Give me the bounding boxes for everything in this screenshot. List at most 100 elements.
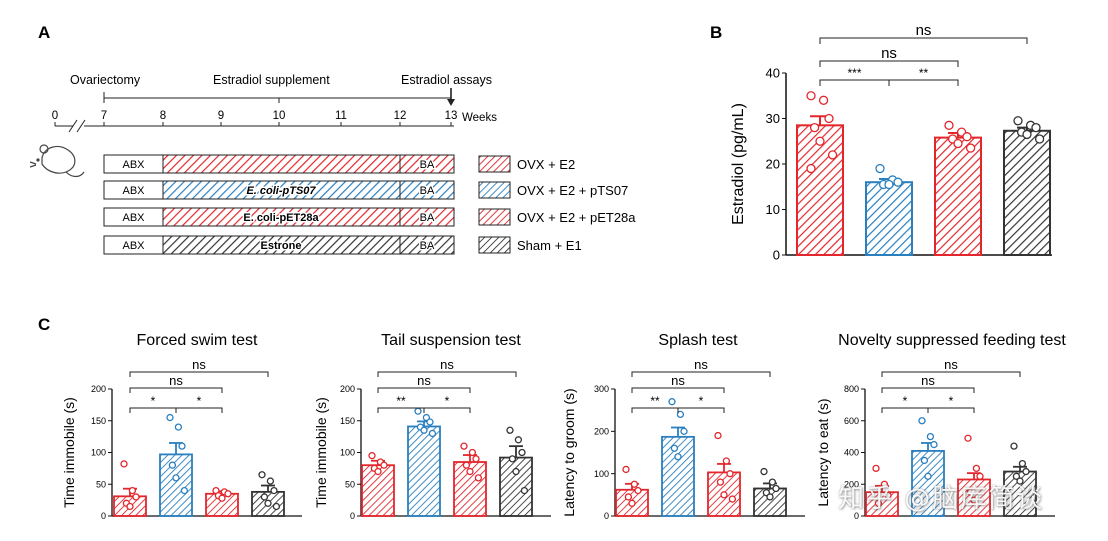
abx-label: ABX	[122, 212, 145, 224]
data-point	[630, 480, 639, 488]
data-point	[520, 486, 529, 495]
data-point	[1022, 467, 1030, 476]
chart-title: Forced swim test	[137, 332, 258, 349]
data-point	[806, 163, 816, 174]
ba-box	[399, 154, 455, 174]
y-tick-label: 0	[101, 511, 106, 521]
timeline-tick-label: 7	[101, 110, 107, 122]
significance-label: *	[445, 394, 450, 408]
significance-bracket	[129, 387, 223, 393]
data-point	[260, 493, 269, 501]
significance-label: *	[949, 394, 954, 408]
legend-label: OVX + E2	[517, 157, 575, 172]
y-tick-label: 200	[844, 479, 859, 489]
watermark: 知乎 @脑库简谈	[838, 484, 1045, 514]
data-point	[258, 471, 266, 479]
bar-2	[865, 181, 913, 256]
data-point	[726, 470, 734, 478]
significance-bracket	[377, 387, 471, 393]
abx-label: ABX	[122, 159, 145, 171]
data-point	[728, 495, 737, 503]
data-point	[178, 442, 186, 450]
significance-label: ns	[921, 373, 935, 388]
treatment-label: E. coli-pTS07	[246, 185, 316, 197]
timeline-unit: Weeks	[462, 112, 497, 124]
chart-title: Splash test	[658, 332, 738, 349]
data-point	[884, 491, 892, 500]
legend-label: OVX + E2 + pTS07	[517, 183, 628, 198]
data-point	[466, 467, 474, 476]
data-point	[670, 444, 679, 452]
significance-bracket	[819, 37, 1028, 44]
y-tick-label: 20	[766, 157, 780, 172]
data-point	[760, 467, 768, 476]
y-tick-label: 40	[766, 66, 780, 81]
significance-label: ns	[944, 357, 958, 372]
data-point	[884, 179, 894, 190]
y-axis-label: Time immobile (s)	[313, 397, 329, 508]
data-point	[806, 91, 816, 101]
treatment-label: Estrone	[261, 240, 302, 252]
legend-label: Sham + E1	[517, 238, 582, 253]
ba-box	[399, 207, 455, 227]
data-point	[920, 456, 929, 465]
significance-label: **	[650, 394, 660, 408]
data-point	[270, 486, 278, 495]
assay-arrow	[447, 88, 455, 106]
data-point	[512, 467, 520, 476]
y-tick-label: 150	[91, 416, 106, 426]
significance-bracket	[377, 371, 517, 377]
data-point	[970, 496, 978, 504]
significance-bracket	[819, 60, 959, 67]
legend-label: OVX + E2 + pET28a	[517, 210, 636, 225]
data-point	[976, 472, 984, 480]
data-point	[380, 461, 388, 469]
y-tick-label: 800	[844, 384, 859, 394]
significance-label: *	[699, 394, 704, 408]
significance-label: ns	[916, 22, 932, 39]
significance-label: ns	[440, 357, 454, 372]
data-point	[374, 467, 382, 476]
data-point	[218, 494, 226, 502]
data-point	[720, 491, 728, 499]
ba-label: BA	[420, 212, 435, 224]
tail-suspension-chart: Tail suspension test Time immobile (s) 0 50…	[313, 332, 551, 521]
data-point	[918, 417, 926, 425]
y-axis-label: Time immobile (s)	[61, 397, 77, 508]
data-point	[272, 502, 281, 511]
significance-bracket	[888, 79, 959, 86]
timeline-tick-label: 8	[160, 110, 166, 122]
bar-3	[934, 136, 982, 256]
data-point	[722, 457, 731, 465]
significance-label: *	[151, 394, 156, 408]
significance-label: *	[197, 394, 202, 408]
event-estradiol-supplement: Estradiol supplement	[213, 73, 330, 87]
treatment-box	[162, 154, 401, 174]
data-point	[1018, 459, 1027, 468]
data-point	[824, 113, 834, 124]
data-point	[624, 493, 633, 501]
y-tick-label: 0	[773, 248, 780, 263]
y-tick-label: 150	[340, 416, 355, 426]
significance-label: *	[903, 394, 908, 408]
data-point	[428, 429, 437, 438]
data-point	[1010, 442, 1018, 450]
data-point	[468, 448, 477, 457]
event-estradiol-assays: Estradiol assays	[401, 73, 492, 87]
y-tick-label: 100	[594, 469, 609, 479]
data-point	[875, 163, 885, 174]
ba-label: BA	[420, 240, 435, 252]
timeline-tick-label: 9	[218, 110, 224, 122]
panel-label-b: B	[710, 23, 722, 42]
significance-bracket	[819, 79, 890, 86]
mouse-icon	[29, 144, 85, 178]
significance-bracket	[631, 387, 725, 393]
data-point	[872, 464, 880, 473]
significance-label: ns	[192, 357, 206, 372]
data-point	[809, 122, 820, 133]
data-point	[172, 474, 180, 482]
data-point	[462, 461, 471, 469]
legend-swatch	[478, 181, 511, 199]
data-point	[514, 436, 523, 444]
protocol-bars: ABX BA OVX + E2 ABX E. coli-pTS07 BA OVX + E2 …	[103, 154, 636, 255]
